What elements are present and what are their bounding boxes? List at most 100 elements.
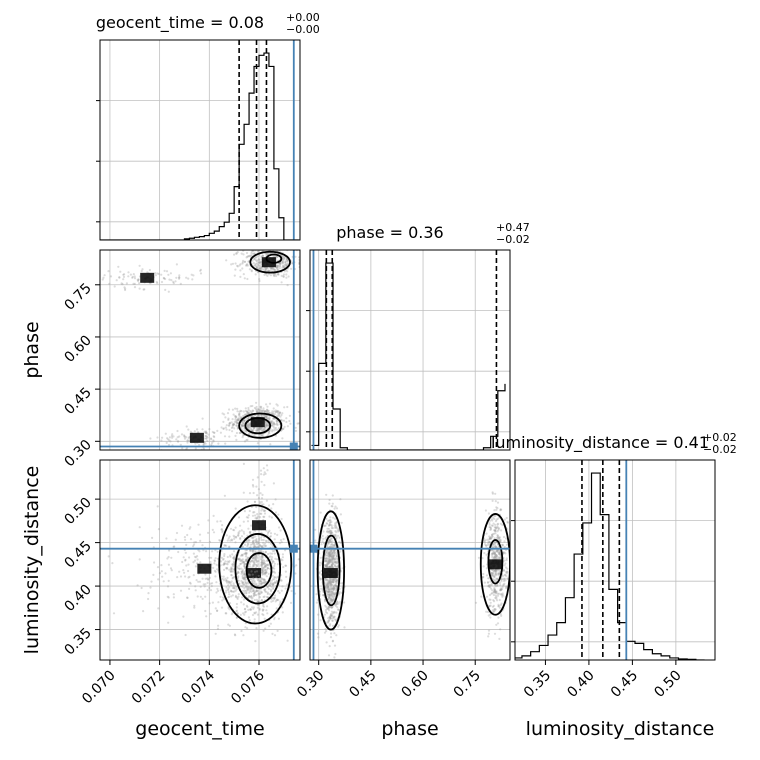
sample-point (223, 544, 226, 547)
sample-point (261, 493, 264, 496)
sample-point (270, 421, 273, 425)
sample-point (249, 549, 252, 553)
sample-point (274, 410, 277, 413)
sample-point (255, 538, 258, 541)
sample-point (232, 422, 235, 425)
sample-point (172, 280, 175, 283)
axis-label-x-luminosity_distance: luminosity_distance (526, 718, 715, 740)
sample-point (329, 566, 332, 569)
sample-point (185, 564, 188, 567)
sample-point (182, 556, 185, 559)
sample-point (335, 634, 338, 637)
sample-point (242, 414, 245, 417)
sample-point (241, 574, 244, 577)
sample-point (495, 555, 498, 559)
sample-point (328, 557, 331, 560)
sample-point (496, 569, 499, 572)
sample-point (156, 566, 160, 569)
sample-point (316, 598, 319, 602)
sample-point (503, 582, 506, 585)
sample-point (266, 424, 269, 427)
sample-point (505, 516, 508, 520)
sample-point (272, 422, 275, 425)
sample-point (242, 634, 245, 637)
sample-point (231, 570, 234, 573)
sample-point (236, 418, 239, 422)
sample-point (332, 595, 335, 598)
sample-point (208, 576, 211, 580)
sample-point (294, 255, 297, 258)
sample-point (331, 579, 334, 582)
sample-point (330, 596, 333, 599)
sample-point (280, 247, 282, 249)
sample-point (212, 566, 215, 570)
sample-point (328, 566, 331, 569)
sample-point (225, 544, 228, 547)
sample-point (260, 577, 263, 580)
sample-point (232, 582, 235, 585)
sample-point (156, 505, 159, 508)
sample-point (216, 520, 219, 523)
sample-point (334, 592, 337, 596)
sample-point (228, 408, 231, 411)
sample-point (242, 561, 245, 564)
sample-point (290, 267, 293, 270)
sample-point (246, 500, 249, 503)
sample-point (124, 288, 127, 292)
sample-point (276, 267, 279, 270)
sample-point (262, 563, 265, 566)
sample-point (490, 536, 493, 540)
sample-point (318, 564, 321, 567)
sample-point (337, 624, 341, 627)
sample-point (285, 420, 288, 424)
sample-point (213, 431, 216, 434)
sample-point (216, 609, 219, 612)
sample-point (249, 254, 252, 257)
sample-point (175, 438, 178, 441)
sample-point (256, 266, 259, 269)
sample-point (490, 518, 493, 521)
sample-point (264, 580, 268, 584)
sample-point (327, 556, 330, 559)
sample-point (343, 626, 346, 629)
sample-point (500, 614, 503, 618)
contour-line (487, 539, 504, 585)
sample-point (256, 429, 259, 432)
sample-point (275, 264, 278, 268)
sample-point (234, 415, 237, 418)
sample-point (250, 524, 253, 527)
sample-point (223, 562, 226, 565)
sample-point (267, 269, 270, 272)
sample-point (259, 555, 262, 559)
sample-point (261, 568, 264, 572)
sample-point (137, 278, 140, 281)
sample-point (241, 424, 244, 427)
density-peak (247, 568, 262, 579)
sample-point (506, 521, 509, 524)
sample-point (124, 287, 127, 290)
sample-point (324, 564, 328, 568)
sample-point (505, 570, 508, 573)
sample-point (490, 592, 493, 595)
sample-point (329, 594, 332, 597)
sample-point (243, 413, 247, 416)
sample-point (243, 429, 246, 432)
sample-point (328, 578, 332, 581)
sample-point (262, 550, 265, 554)
sample-point (214, 549, 217, 552)
sample-point (115, 279, 118, 282)
sample-point (234, 418, 237, 421)
sample-point (505, 586, 508, 589)
sample-point (245, 592, 248, 595)
sample-point (505, 587, 508, 590)
sample-point (330, 614, 333, 617)
sample-point (243, 573, 246, 576)
sample-point (250, 606, 254, 609)
sample-point (172, 545, 175, 548)
sample-point (185, 447, 188, 450)
sample-point (138, 526, 141, 529)
sample-point (242, 603, 245, 606)
sample-point (336, 579, 339, 582)
sample-point (281, 242, 283, 244)
sample-point (184, 575, 187, 578)
